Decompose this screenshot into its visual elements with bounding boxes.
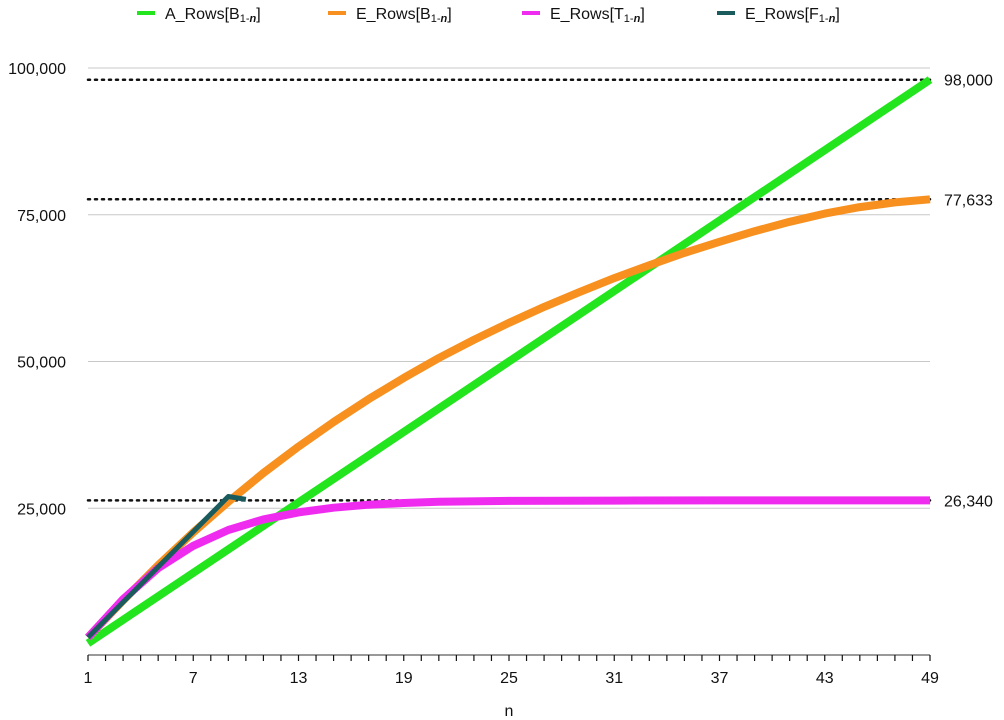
x-tick-label: 1 xyxy=(84,670,93,687)
x-tick-label: 49 xyxy=(921,670,939,687)
y-tick-label: 50,000 xyxy=(17,355,66,372)
legend-label: E_Rows[B1-n] xyxy=(356,6,452,25)
y-tick-label: 75,000 xyxy=(17,208,66,225)
reference-line-label: 26,340 xyxy=(944,493,993,510)
legend-label: E_Rows[F1-n] xyxy=(745,6,840,25)
y-tick-label: 25,000 xyxy=(17,501,66,518)
chart-legend: A_Rows[B1-n] E_Rows[B1-n] E_Rows[T1-n] E_Ro… xyxy=(137,6,840,25)
x-tick-label: 13 xyxy=(290,670,308,687)
reference-lines: 98,000 77,633 26,340 xyxy=(86,73,993,510)
x-axis: 1 7 13 19 25 31 37 43 49 xyxy=(84,654,939,687)
x-tick-label: 37 xyxy=(711,670,729,687)
series-line xyxy=(85,195,931,641)
x-tick-label: 31 xyxy=(605,670,623,687)
reference-line-label: 77,633 xyxy=(944,192,993,209)
reference-line-label: 98,000 xyxy=(944,73,993,90)
x-tick-label: 19 xyxy=(395,670,413,687)
y-tick-label: 100,000 xyxy=(8,61,66,78)
x-axis-label: n xyxy=(505,703,514,720)
series-line xyxy=(85,76,933,647)
series-line xyxy=(86,494,247,640)
legend-label: A_Rows[B1-n] xyxy=(165,6,261,25)
series-line xyxy=(85,496,930,641)
x-tick-label: 7 xyxy=(189,670,198,687)
x-tick-label: 25 xyxy=(500,670,518,687)
chart-series xyxy=(85,76,933,647)
y-axis: 25,000 50,000 75,000 100,000 xyxy=(8,61,66,518)
legend-label: E_Rows[T1-n] xyxy=(550,6,645,25)
chart-gridlines xyxy=(88,67,930,509)
x-tick-label: 43 xyxy=(816,670,834,687)
